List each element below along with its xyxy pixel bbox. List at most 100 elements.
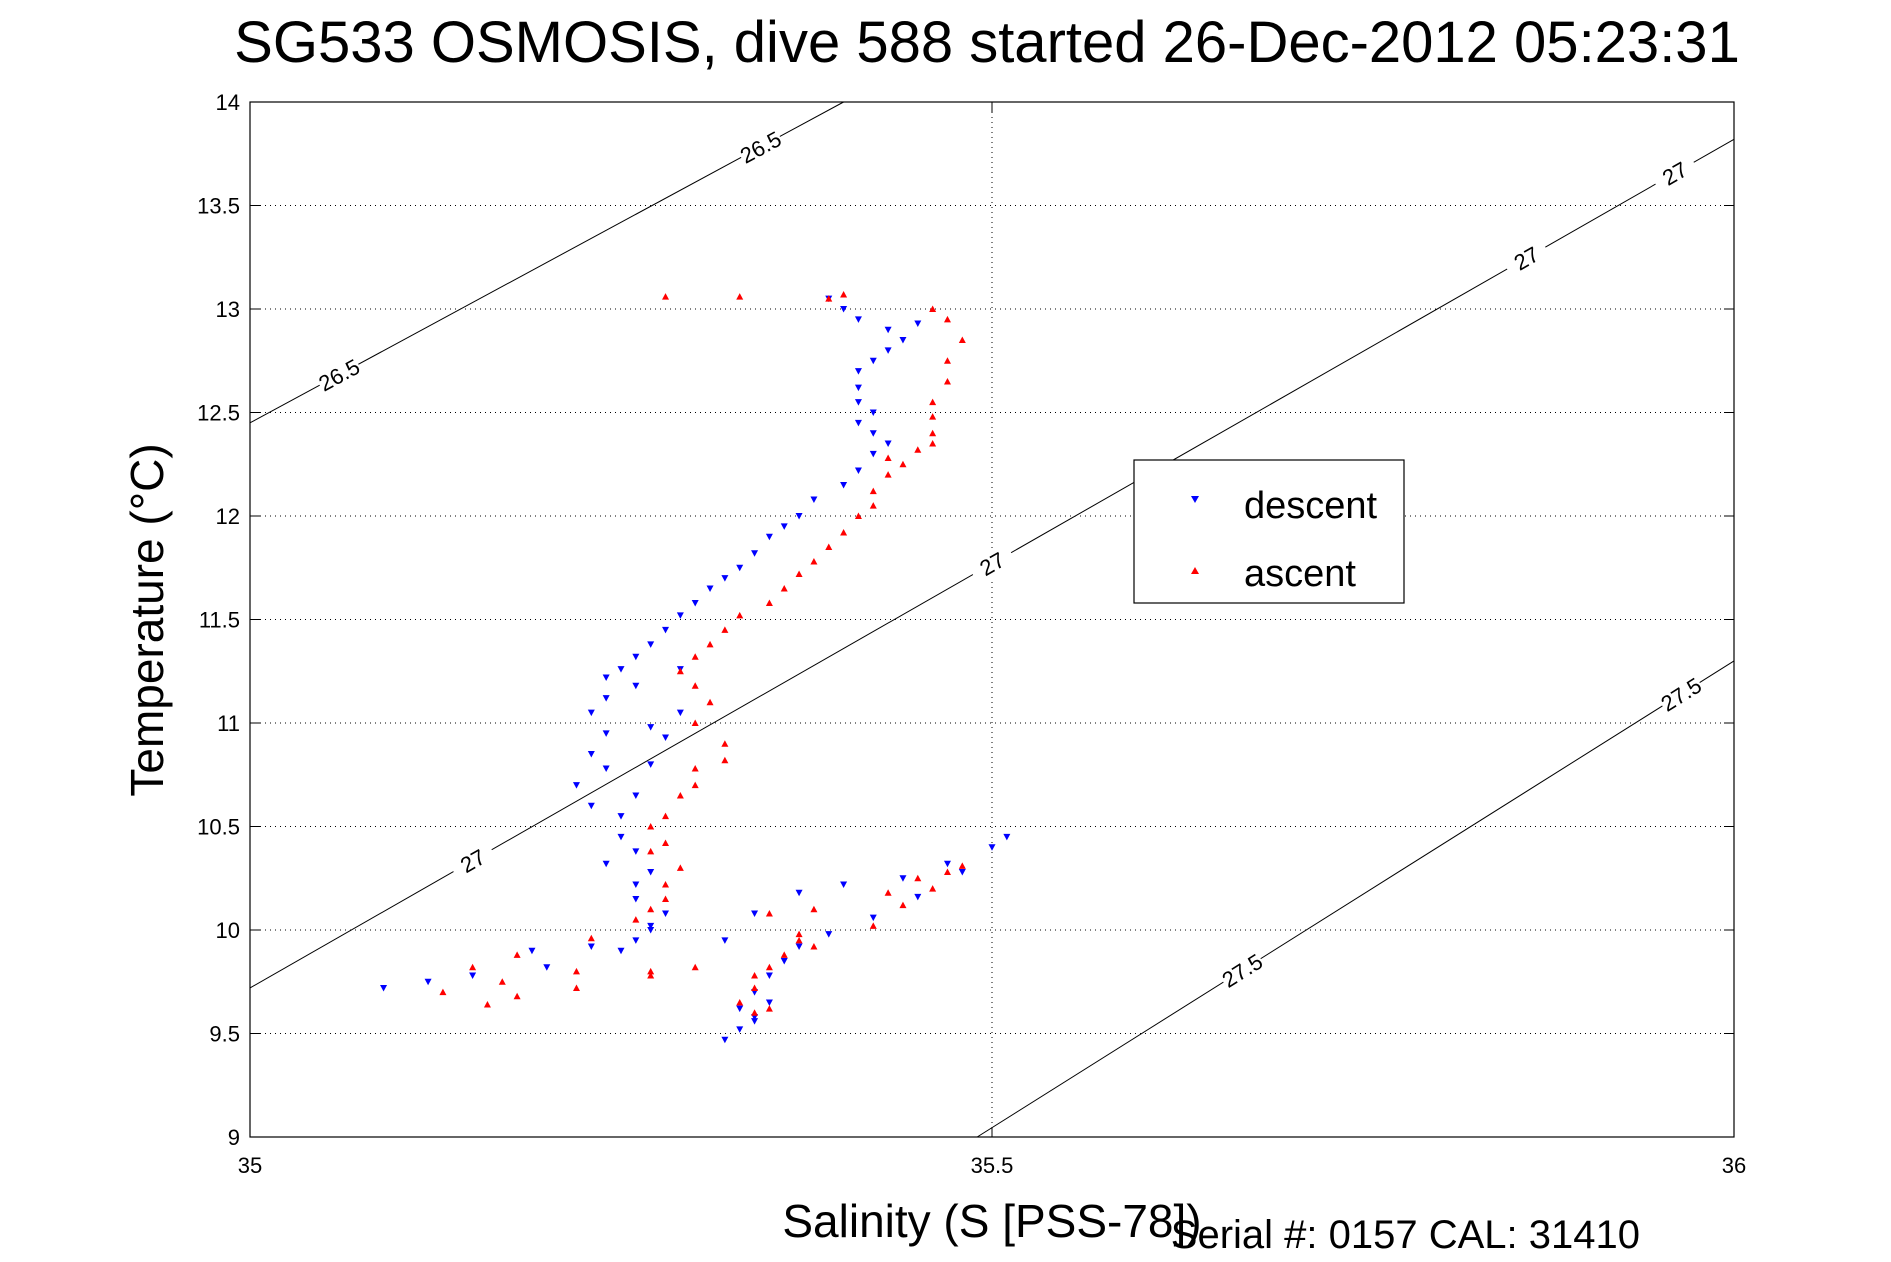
axes-background	[250, 102, 1734, 1137]
legend-box	[1133, 459, 1405, 604]
ascent-point	[943, 315, 951, 323]
ascent-point	[899, 901, 907, 909]
descent-point	[736, 1026, 744, 1033]
ascent-point	[662, 880, 670, 888]
descent-point	[869, 409, 877, 416]
y-tick-label: 12.5	[197, 401, 240, 426]
ascent-point	[439, 988, 447, 996]
y-tick-label: 10.5	[197, 815, 240, 840]
descent-point	[854, 399, 862, 406]
ascent-point	[691, 781, 699, 789]
y-tick-label: 12	[216, 504, 240, 529]
descent-point	[869, 914, 877, 922]
ascent-point	[736, 611, 744, 619]
ascent-point	[751, 972, 759, 979]
y-tick-label: 9	[228, 1125, 240, 1150]
y-axis-label: Temperature (°C)	[121, 443, 173, 796]
ascent-point	[498, 978, 506, 985]
legend-descent-label: descent	[1244, 485, 1378, 527]
descent-point	[854, 316, 862, 323]
ascent-point	[676, 667, 684, 675]
descent-point	[854, 368, 862, 375]
ascent-point	[899, 460, 907, 468]
ascent-point	[929, 440, 937, 447]
ascent-point	[647, 905, 655, 913]
ascent-point	[587, 934, 595, 942]
x-tick-label: 35	[238, 1153, 262, 1178]
descent-point	[958, 869, 966, 876]
contour-label-mask	[966, 541, 1018, 586]
ascent-point	[765, 599, 773, 606]
descent-point	[617, 833, 625, 841]
ascent-point	[513, 992, 521, 1000]
y-tick-label: 13.5	[197, 194, 240, 219]
ascent-point	[691, 765, 699, 772]
contour-label-group: 27	[1649, 151, 1701, 196]
descent-point	[706, 585, 714, 592]
descent-point	[854, 384, 862, 392]
ascent-point	[810, 943, 818, 950]
ascent-point	[929, 413, 937, 420]
ascent-point	[691, 719, 699, 726]
ascent-point	[706, 640, 714, 648]
descent-point	[632, 848, 640, 855]
descent-point	[840, 481, 848, 489]
x-axis-label: Salinity (S [PSS-78])	[782, 1195, 1201, 1247]
contour-label-mask	[447, 838, 499, 883]
y-tick-label: 11.5	[199, 608, 240, 633]
ascent-point	[736, 998, 744, 1006]
descent-point	[780, 523, 788, 530]
ascent-point	[929, 398, 937, 406]
ascent-point	[795, 930, 803, 938]
ascent-point	[929, 429, 937, 437]
ascent-point	[647, 823, 655, 830]
series-layer	[380, 291, 1011, 1044]
descent-point	[854, 467, 862, 474]
descent-point	[795, 943, 803, 951]
descent-point	[602, 674, 610, 681]
descent-point	[602, 730, 610, 737]
ascent-point	[943, 377, 951, 385]
descent-point	[632, 653, 640, 661]
ascent-point	[884, 454, 892, 462]
descent-point	[647, 922, 655, 930]
ascent-point	[632, 916, 640, 923]
descent-point	[795, 513, 803, 520]
descent-point	[1003, 833, 1011, 841]
descent-point	[691, 599, 699, 607]
ascent-point	[780, 951, 788, 958]
contour-label-mask	[1500, 235, 1552, 281]
descent-point	[854, 419, 862, 427]
descent-point	[647, 641, 655, 648]
ascent-point	[662, 293, 670, 300]
ascent-point	[810, 905, 818, 913]
descent-point	[899, 337, 907, 344]
ascent-point	[721, 756, 729, 764]
ascent-point	[765, 963, 773, 971]
legend-ascent-label: ascent	[1244, 553, 1356, 595]
descent-point	[751, 1018, 759, 1025]
ascent-point	[721, 626, 729, 633]
ascent-point	[958, 336, 966, 344]
descent-point	[647, 927, 655, 934]
descent-point	[765, 999, 773, 1006]
descent-point	[632, 881, 640, 888]
descent-point	[602, 695, 610, 702]
contour-label-mask	[1649, 151, 1701, 196]
descent-point	[884, 326, 892, 334]
y-tick-label: 11	[217, 711, 240, 736]
ascent-point	[572, 967, 580, 975]
ascent-point	[662, 839, 670, 847]
ascent-point	[751, 1009, 759, 1016]
descent-point	[587, 943, 595, 951]
descent-point	[676, 709, 684, 717]
descent-point	[632, 792, 640, 799]
descent-point	[869, 357, 877, 365]
descent-point	[602, 860, 610, 868]
descent-point	[617, 666, 625, 673]
x-tick-label: 36	[1722, 1153, 1746, 1178]
ascent-point	[572, 984, 580, 991]
descent-point	[647, 724, 655, 731]
descent-point	[736, 1005, 744, 1013]
